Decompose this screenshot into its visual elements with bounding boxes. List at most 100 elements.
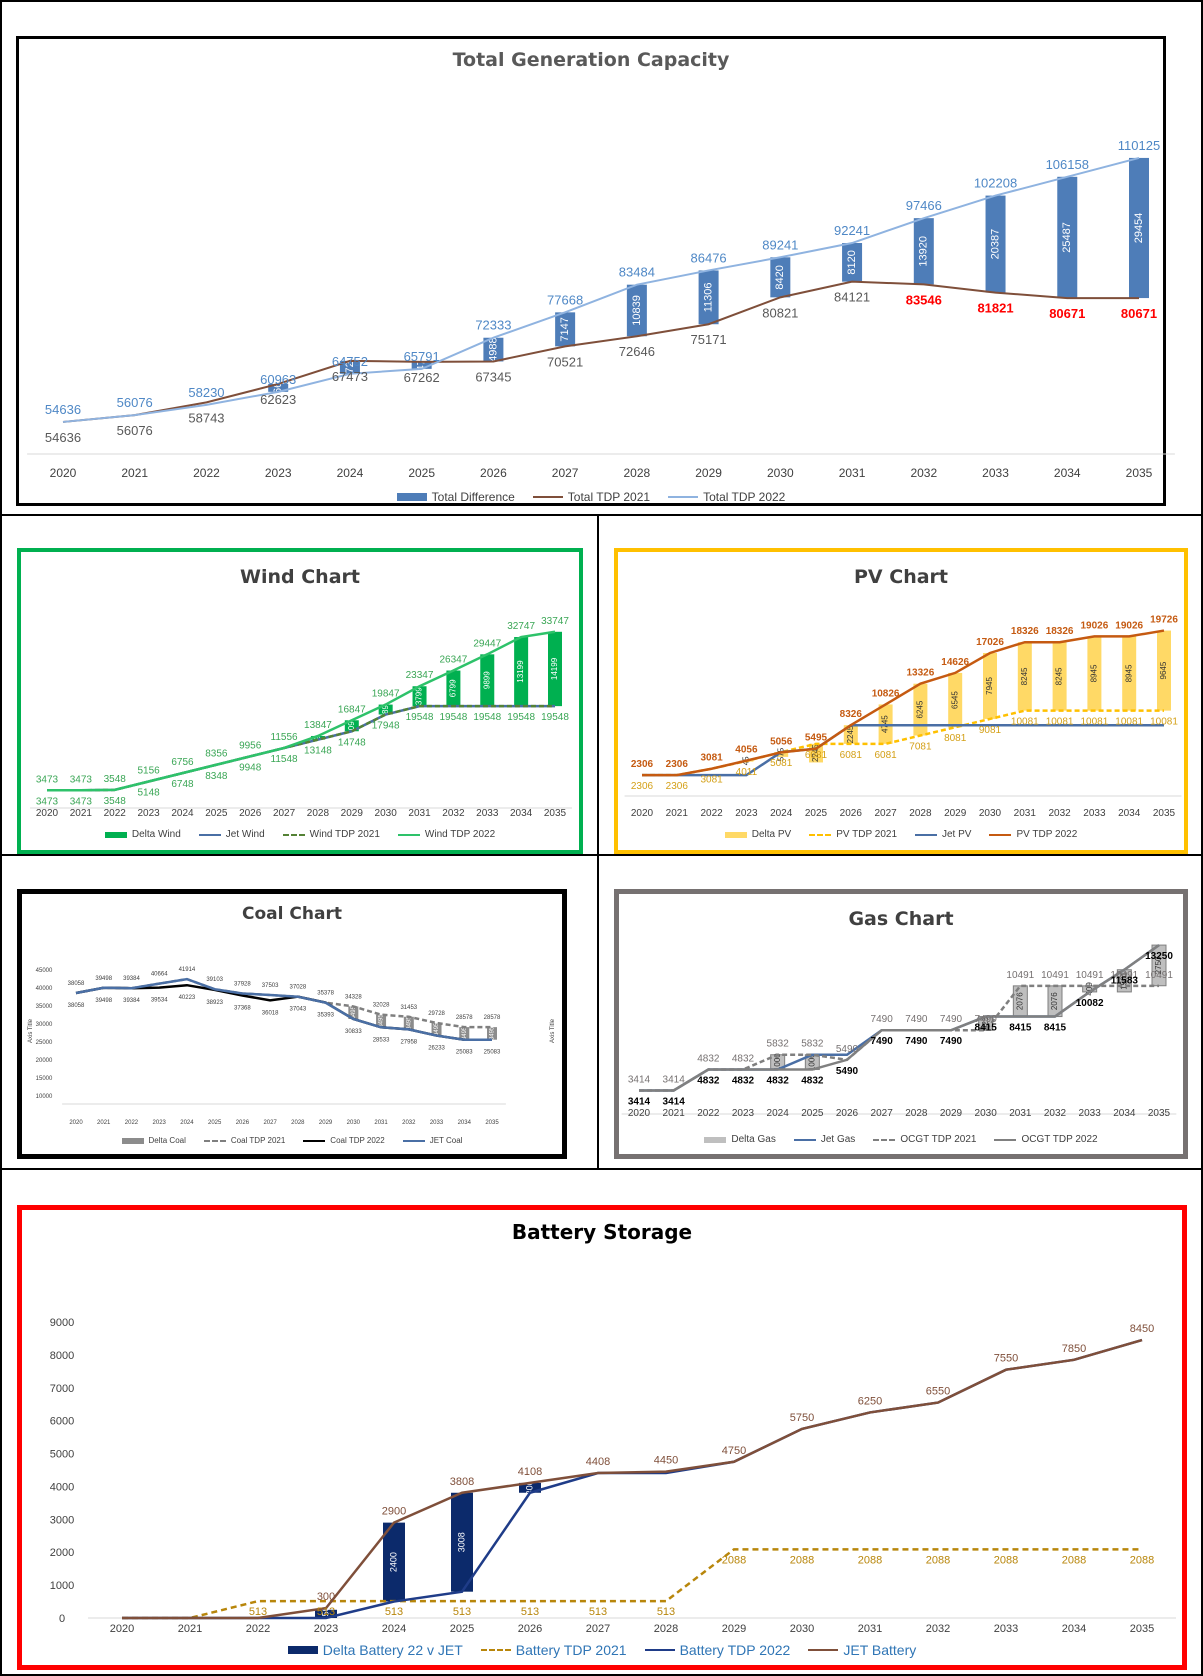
bar [1087, 636, 1102, 711]
bar-data-label: 575 [776, 747, 785, 761]
bar [913, 218, 934, 285]
x-tick-label: 2023 [265, 466, 292, 480]
bar [315, 1609, 337, 1618]
bar [446, 670, 461, 707]
bar [985, 195, 1006, 293]
data-label: 10082 [1076, 998, 1104, 1009]
bar-data-label: 8245 [1020, 667, 1029, 685]
data-label: 33747 [541, 616, 569, 627]
data-label: 35378 [317, 991, 334, 997]
data-label: 6081 [840, 750, 863, 761]
bar [519, 1482, 541, 1493]
y-axis-title: Axis Title [28, 1018, 34, 1043]
x-tick-label: 2027 [263, 1120, 277, 1126]
data-label: 6081 [874, 750, 897, 761]
x-tick-label: 2022 [104, 808, 127, 819]
data-label: 3808 [450, 1476, 474, 1488]
x-tick-label: 2020 [36, 808, 59, 819]
data-label: 67473 [332, 369, 368, 384]
data-label: 2088 [790, 1554, 814, 1566]
x-tick-label: 2026 [840, 808, 863, 819]
data-label: 18326 [1011, 626, 1039, 637]
data-label: 39498 [95, 976, 112, 982]
data-label: 9081 [979, 725, 1002, 736]
data-label: 64752 [332, 354, 368, 369]
legend-item: Coal TDP 2021 [203, 1136, 286, 1145]
legend-label: OCGT TDP 2022 [1021, 1134, 1098, 1145]
x-tick-label: 2029 [319, 1120, 333, 1126]
bar-data-label: 3799 [415, 687, 424, 705]
data-label: 3414 [663, 1096, 686, 1107]
data-label: 8081 [944, 733, 967, 744]
x-tick-label: 2032 [1044, 1108, 1067, 1119]
y-tick-label: 5000 [50, 1449, 74, 1461]
bar-data-label: 1471 [416, 353, 428, 377]
x-tick-label: 2020 [628, 1108, 651, 1119]
data-label: 5490 [836, 1044, 859, 1055]
y-tick-label: 8000 [50, 1350, 74, 1362]
x-tick-label: 2032 [926, 1623, 950, 1635]
legend-label: Battery TDP 2022 [679, 1642, 791, 1658]
data-label: 80671 [1049, 306, 1085, 321]
data-label: 34328 [345, 994, 362, 1000]
bar-data-label: 3495 [351, 1005, 357, 1019]
data-label: 72646 [619, 344, 655, 359]
bar [431, 1022, 442, 1036]
data-label: 110125 [1118, 138, 1160, 153]
x-tick-label: 2023 [735, 808, 758, 819]
legend-swatch [121, 1137, 144, 1144]
bar [1057, 176, 1078, 299]
data-label: 2088 [1130, 1554, 1154, 1566]
x-tick-label: 2030 [767, 466, 794, 480]
data-label: 10081 [1150, 717, 1178, 728]
legend-label: Coal TDP 2021 [230, 1136, 286, 1145]
legend-label: Jet Wind [225, 829, 265, 840]
bar [339, 360, 360, 374]
chart-plot: 2020 2021 2022 2023 2024 2025 2026 2027 2028 2029… [27, 138, 1175, 480]
bar-data-label: 8120 [846, 250, 858, 274]
bar-data-label: 29454 [1133, 213, 1145, 244]
x-tick-label: 2028 [909, 808, 932, 819]
data-label: 19548 [406, 712, 434, 723]
legend-swatch [644, 1649, 675, 1651]
bar [1052, 642, 1067, 711]
x-tick-label: 2025 [805, 808, 828, 819]
legend-item: JET Coal [402, 1136, 462, 1145]
bar [1122, 636, 1137, 711]
data-label: 19847 [372, 689, 400, 700]
data-label: 2088 [1062, 1554, 1086, 1566]
data-label: 8415 [1044, 1023, 1067, 1034]
data-label: 513 [249, 1606, 267, 1618]
data-label: 11583 [1111, 976, 1139, 987]
x-tick-label: 2028 [905, 1108, 928, 1119]
data-label: 58230 [188, 385, 224, 400]
data-label: 2088 [926, 1554, 950, 1566]
data-label: 4408 [586, 1456, 610, 1468]
x-tick-label: 2034 [510, 808, 533, 819]
legend-swatch [203, 1139, 226, 1142]
y-axis-title-right: Axis Title [550, 1018, 556, 1043]
x-tick-label: 2030 [347, 1120, 361, 1126]
data-label: 37368 [234, 1005, 251, 1011]
x-tick-label: 2022 [193, 466, 220, 480]
legend-item: Battery TDP 2022 [644, 1642, 791, 1658]
legend-label: Battery TDP 2021 [515, 1642, 627, 1658]
x-tick-label: 2030 [790, 1623, 814, 1635]
bar-data-label: 250 [320, 1606, 330, 1621]
bar-data-label: 3495 [462, 1026, 468, 1040]
x-tick-label: 2034 [1118, 808, 1141, 819]
chart-plot: 2020 2021 2022 2023 2024 2025 2026 2027 2028 2029… [621, 944, 1177, 1119]
data-label: 4450 [654, 1455, 678, 1467]
y-tick-label: 9000 [50, 1317, 74, 1329]
x-tick-label: 2027 [273, 808, 296, 819]
data-label: 5495 [805, 733, 828, 744]
data-label: 17948 [372, 721, 400, 732]
data-label: 2900 [382, 1506, 406, 1518]
bar-data-label: 1660 [272, 376, 284, 400]
x-tick-label: 2034 [458, 1120, 472, 1126]
data-label: 30833 [345, 1029, 362, 1035]
x-tick-label: 2033 [982, 466, 1009, 480]
bar-data-label: 1000 [807, 1053, 816, 1071]
data-label: 2306 [631, 781, 654, 792]
legend-item: Delta Battery 22 v JET [287, 1642, 463, 1658]
